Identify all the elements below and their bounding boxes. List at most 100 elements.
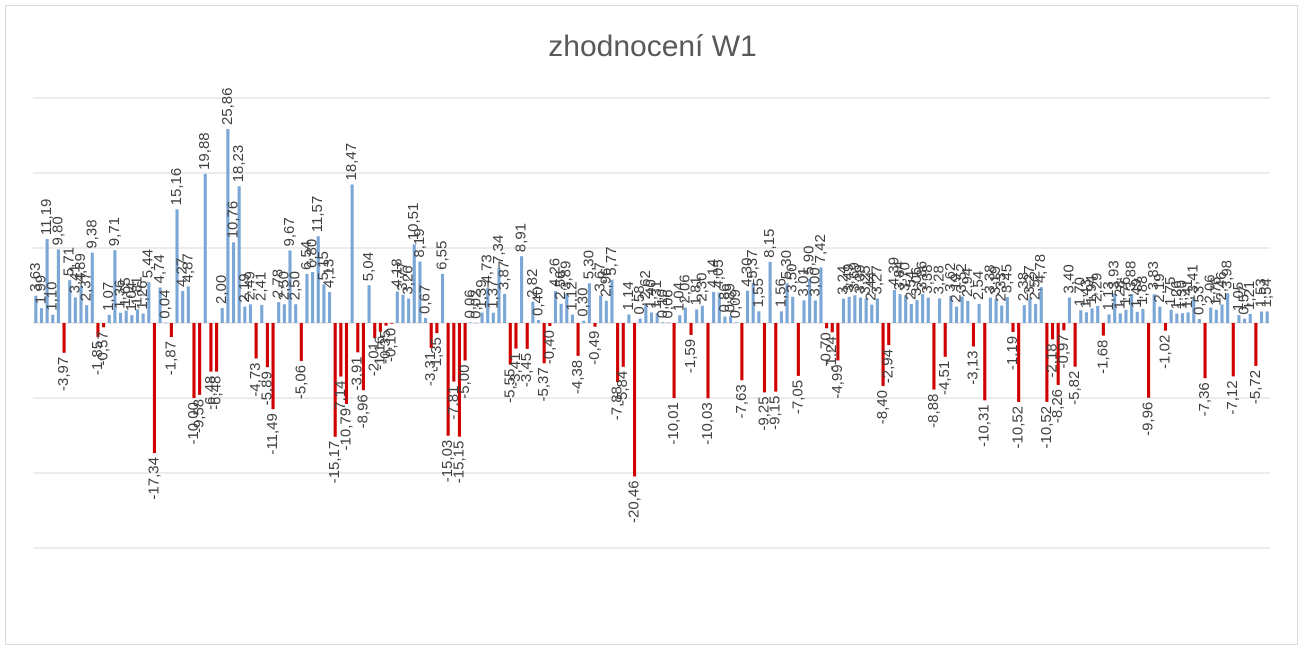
bar bbox=[621, 323, 625, 367]
data-label: 4,27 bbox=[174, 258, 191, 287]
bar bbox=[796, 323, 800, 376]
bar bbox=[384, 323, 388, 326]
bar bbox=[282, 304, 286, 323]
bar bbox=[198, 323, 202, 395]
data-label: 3,24 bbox=[835, 265, 852, 294]
bar bbox=[689, 323, 693, 335]
bar bbox=[367, 285, 371, 323]
bar bbox=[311, 272, 315, 323]
bar bbox=[85, 305, 89, 323]
bar bbox=[231, 242, 236, 323]
bar bbox=[412, 244, 416, 323]
bar bbox=[768, 261, 772, 324]
bar bbox=[1005, 297, 1009, 324]
data-label: -6,48 bbox=[208, 376, 225, 410]
data-label: 1,05 bbox=[1230, 282, 1247, 311]
data-label: 2,78 bbox=[270, 269, 287, 298]
data-label: 0,89 bbox=[722, 283, 739, 312]
bar bbox=[638, 318, 642, 323]
data-label: -0,97 bbox=[1055, 334, 1072, 368]
bar bbox=[1000, 305, 1004, 323]
data-label: 2,00 bbox=[213, 275, 230, 304]
data-label: 1,31 bbox=[648, 280, 665, 309]
data-label: 3,41 bbox=[66, 264, 83, 293]
data-label: 4,73 bbox=[479, 254, 496, 283]
data-label: 1,81 bbox=[688, 276, 705, 305]
data-label: -7,05 bbox=[789, 380, 806, 414]
data-label: 1,07 bbox=[100, 282, 117, 311]
data-label: -1,24 bbox=[823, 336, 840, 370]
bar bbox=[542, 323, 546, 364]
bar bbox=[717, 292, 721, 324]
data-label: -4,51 bbox=[936, 361, 953, 395]
bar bbox=[582, 320, 586, 323]
data-label: 0,09 bbox=[727, 289, 744, 318]
data-label: 1,76 bbox=[1117, 277, 1134, 306]
data-label: 5,30 bbox=[580, 250, 597, 279]
data-label: 2,50 bbox=[275, 271, 292, 300]
bar bbox=[395, 291, 399, 323]
data-label: 2,19 bbox=[947, 273, 964, 302]
data-label: 3,06 bbox=[908, 267, 925, 296]
bar bbox=[418, 261, 422, 323]
data-label: -5,82 bbox=[1066, 371, 1083, 405]
data-label: -3,91 bbox=[349, 356, 366, 390]
bar bbox=[802, 300, 806, 323]
data-label: 3,41 bbox=[1185, 264, 1202, 293]
bar bbox=[1101, 323, 1105, 336]
bar bbox=[294, 304, 298, 323]
bar bbox=[909, 303, 913, 323]
bar bbox=[119, 312, 123, 323]
data-label: 3,45 bbox=[998, 264, 1015, 293]
data-label: -0,57 bbox=[95, 331, 112, 365]
data-label: 1,53 bbox=[1252, 278, 1269, 307]
data-label: -3,13 bbox=[964, 350, 981, 384]
bar bbox=[610, 279, 614, 323]
bar bbox=[1169, 309, 1173, 324]
bar bbox=[774, 323, 778, 392]
bar bbox=[203, 173, 207, 323]
data-label: 2,96 bbox=[597, 268, 614, 297]
bar bbox=[243, 306, 247, 323]
data-label: -9,25 bbox=[755, 396, 772, 430]
data-label: 4,74 bbox=[151, 254, 168, 283]
bar bbox=[870, 304, 874, 323]
bar bbox=[1118, 313, 1122, 323]
bar bbox=[1214, 309, 1218, 323]
bar bbox=[949, 295, 953, 323]
bar bbox=[469, 322, 473, 324]
bar bbox=[1130, 293, 1134, 323]
bar bbox=[700, 305, 704, 323]
bar bbox=[678, 315, 682, 323]
bar bbox=[966, 300, 970, 323]
data-label: 2,30 bbox=[693, 273, 710, 302]
data-label: 4,89 bbox=[72, 253, 89, 282]
data-label: 2,33 bbox=[993, 272, 1010, 301]
data-label: 3,49 bbox=[840, 264, 857, 293]
bar bbox=[1067, 297, 1072, 323]
bar bbox=[520, 256, 524, 323]
bar bbox=[51, 314, 55, 323]
data-label: 2,54 bbox=[970, 271, 987, 300]
bar bbox=[627, 314, 631, 323]
bar bbox=[1152, 294, 1156, 323]
data-label: 18,47 bbox=[343, 143, 360, 181]
bar bbox=[1050, 323, 1055, 340]
data-label: 19,88 bbox=[196, 132, 213, 170]
data-label: 4,30 bbox=[738, 258, 755, 287]
data-label: -7,36 bbox=[1196, 382, 1213, 416]
bar bbox=[288, 250, 292, 323]
data-label: -17,34 bbox=[145, 457, 162, 500]
data-label: 3,93 bbox=[1106, 260, 1123, 289]
bar bbox=[570, 314, 574, 323]
bar bbox=[1022, 305, 1026, 323]
bar bbox=[819, 267, 823, 323]
bar bbox=[666, 322, 670, 324]
data-label: 1,55 bbox=[750, 278, 767, 307]
data-label: -2,01 bbox=[366, 342, 383, 376]
bar bbox=[808, 278, 812, 323]
data-label: 2,82 bbox=[524, 269, 541, 298]
bar bbox=[740, 323, 744, 381]
data-label: -10,52 bbox=[1038, 406, 1055, 449]
